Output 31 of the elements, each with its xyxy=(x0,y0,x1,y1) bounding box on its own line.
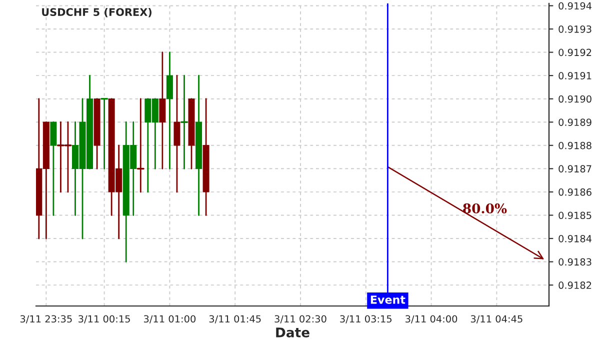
y-tick-label: 0.9191 xyxy=(558,72,592,80)
y-tick-label: 0.9185 xyxy=(558,212,592,220)
y-tick-label: 0.9184 xyxy=(558,234,592,242)
candlestick xyxy=(100,98,108,170)
x-tick-label: 3/11 03:15 xyxy=(340,315,392,324)
y-tick-label: 0.9183 xyxy=(558,258,592,266)
candlestick xyxy=(50,121,57,216)
candlestick xyxy=(136,98,144,193)
candlestick xyxy=(159,52,166,170)
x-tick-label: 3/11 01:00 xyxy=(144,315,196,324)
x-tick-label: 3/11 01:45 xyxy=(209,315,261,324)
candlestick xyxy=(174,74,180,193)
x-tick-label: 3/11 23:35 xyxy=(20,315,72,324)
candlestick xyxy=(180,74,188,170)
ref-line-label: Event xyxy=(370,296,406,304)
x-tick-label: 3/11 04:45 xyxy=(470,315,522,324)
y-tick-label: 0.9190 xyxy=(558,95,592,103)
x-axis-title: Date xyxy=(276,328,310,338)
y-tick-label: 0.9189 xyxy=(558,118,592,126)
x-tick-label: 3/11 00:15 xyxy=(78,315,130,324)
y-tick-label: 0.9188 xyxy=(558,142,592,150)
y-tick-label: 0.9186 xyxy=(558,188,592,196)
x-tick-label: 3/11 04:00 xyxy=(406,315,458,324)
y-tick-label: 0.9192 xyxy=(558,48,592,56)
y-tick-label: 0.9182 xyxy=(558,282,592,289)
annotation: 80.0% xyxy=(463,203,507,214)
y-tick-label: 0.9194 xyxy=(558,2,592,10)
y-tick-label: 0.9193 xyxy=(558,25,592,33)
y-tick-label: 0.9187 xyxy=(558,165,592,172)
x-tick-label: 3/11 02:30 xyxy=(274,315,326,324)
chart-title: USDCHF 5 (FOREX) xyxy=(42,8,152,18)
